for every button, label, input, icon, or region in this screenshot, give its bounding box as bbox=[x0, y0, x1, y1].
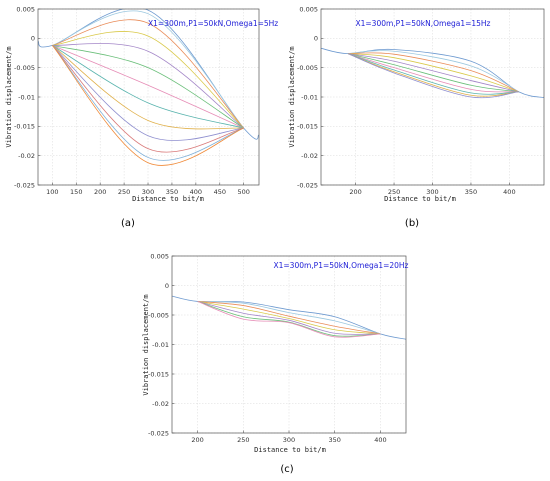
y-tick-label: 0 bbox=[31, 35, 35, 43]
y-tick-label: -0.015 bbox=[14, 123, 35, 131]
y-tick-label: -0.025 bbox=[148, 429, 169, 437]
y-tick-label: -0.005 bbox=[14, 64, 35, 72]
y-tick-label: -0.025 bbox=[14, 181, 35, 189]
series-line bbox=[52, 45, 244, 130]
series-line bbox=[197, 301, 381, 337]
y-tick-label: -0.025 bbox=[297, 181, 318, 189]
chart-annotation: X1=300m,P1=50kN,Omega1=5Hz bbox=[148, 19, 278, 28]
chart-panel-c: 200 250 300 350 400 0.005 0 -0.005 -0.01 -0.015 -0… bbox=[142, 252, 409, 475]
y-tick-label: -0.015 bbox=[148, 370, 169, 378]
series-group bbox=[172, 295, 406, 340]
x-tick-label: 350 bbox=[465, 188, 477, 196]
series-line bbox=[347, 53, 519, 99]
series-group bbox=[321, 47, 544, 99]
panel-label: (b) bbox=[405, 218, 419, 229]
x-tick-label: 350 bbox=[328, 436, 340, 444]
panel-label: (c) bbox=[280, 464, 293, 475]
series-line bbox=[52, 31, 244, 129]
series-line bbox=[52, 43, 244, 129]
x-tick-label: 350 bbox=[166, 188, 178, 196]
series-line bbox=[52, 45, 244, 129]
series-line bbox=[347, 53, 519, 95]
y-tick-label: -0.01 bbox=[301, 93, 318, 101]
series-line bbox=[52, 45, 244, 129]
series-line bbox=[52, 45, 244, 153]
series-line bbox=[38, 9, 259, 140]
series-line bbox=[52, 45, 244, 141]
x-tick-label: 450 bbox=[214, 188, 226, 196]
x-tick-label: 400 bbox=[503, 188, 515, 196]
series-line bbox=[52, 44, 244, 129]
y-tick-label: 0 bbox=[314, 35, 318, 43]
x-tick-label: 400 bbox=[374, 436, 386, 444]
y-tick-label: 0.005 bbox=[299, 5, 318, 13]
series-line bbox=[347, 53, 519, 97]
x-axis-label: Distance to bit/m bbox=[254, 446, 326, 454]
series-line bbox=[347, 53, 519, 93]
series-line bbox=[52, 10, 244, 129]
series-line bbox=[347, 53, 519, 93]
series-line bbox=[52, 45, 244, 166]
chart-panel-b: 200 250 300 350 400 0.005 0 -0.005 -0.01 -0.015 -0… bbox=[288, 5, 545, 229]
y-tick-label: 0 bbox=[165, 282, 169, 290]
y-tick-label: -0.01 bbox=[152, 341, 169, 349]
series-line bbox=[197, 301, 381, 335]
x-axis-label: Distance to bit/m bbox=[132, 195, 204, 203]
chart-annotation: X1=300m,P1=50kN,Omega1=20Hz bbox=[273, 261, 408, 270]
x-tick-label: 200 bbox=[191, 436, 203, 444]
plot-area: 200 250 300 350 400 0.005 0 -0.005 -0.01 -0.015 -0… bbox=[297, 5, 545, 196]
series-line bbox=[321, 47, 544, 98]
series-line bbox=[197, 301, 381, 335]
x-tick-label: 300 bbox=[283, 436, 295, 444]
x-tick-label: 500 bbox=[237, 188, 249, 196]
y-axis-label: Vibration displacement/m bbox=[5, 46, 13, 147]
series-line bbox=[347, 53, 519, 93]
y-tick-label: -0.02 bbox=[152, 400, 169, 408]
series-line bbox=[347, 52, 519, 93]
series-line bbox=[197, 301, 381, 338]
x-tick-label: 300 bbox=[426, 188, 438, 196]
x-tick-label: 100 bbox=[46, 188, 58, 196]
chart-panel-a: 100 150 200 250 300 350 400 450 500 0.005 0 -0.005 -… bbox=[5, 5, 278, 229]
y-tick-label: -0.02 bbox=[18, 152, 35, 160]
x-tick-label: 250 bbox=[388, 188, 400, 196]
y-axis-label: Vibration displacement/m bbox=[288, 46, 296, 147]
y-tick-label: -0.015 bbox=[297, 123, 318, 131]
y-tick-label: -0.02 bbox=[301, 152, 318, 160]
panel-label: (a) bbox=[121, 218, 135, 229]
plot-area: 200 250 300 350 400 0.005 0 -0.005 -0.01 -0.015 -0… bbox=[148, 252, 407, 444]
x-axis-label: Distance to bit/m bbox=[384, 195, 456, 203]
x-tick-label: 250 bbox=[118, 188, 130, 196]
y-axis-label: Vibration displacement/m bbox=[142, 294, 150, 395]
y-tick-label: 0.005 bbox=[16, 5, 35, 13]
x-tick-label: 150 bbox=[70, 188, 82, 196]
series-line bbox=[197, 301, 381, 335]
series-line bbox=[52, 45, 244, 161]
series-line bbox=[52, 19, 244, 129]
x-tick-label: 400 bbox=[190, 188, 202, 196]
x-tick-label: 300 bbox=[142, 188, 154, 196]
y-tick-label: 0.005 bbox=[150, 252, 169, 260]
series-line bbox=[347, 50, 519, 93]
x-tick-label: 200 bbox=[349, 188, 361, 196]
y-tick-label: -0.01 bbox=[18, 93, 35, 101]
y-tick-label: -0.005 bbox=[148, 311, 169, 319]
chart-annotation: X1=300m,P1=50kN,Omega1=15Hz bbox=[355, 19, 490, 28]
plot-area: 100 150 200 250 300 350 400 450 500 0.005 0 -0.005 -… bbox=[14, 5, 260, 196]
series-group bbox=[38, 9, 259, 166]
series-line bbox=[197, 301, 381, 335]
series-line bbox=[347, 53, 519, 93]
x-tick-label: 250 bbox=[237, 436, 249, 444]
x-tick-label: 200 bbox=[94, 188, 106, 196]
y-tick-label: -0.005 bbox=[297, 64, 318, 72]
